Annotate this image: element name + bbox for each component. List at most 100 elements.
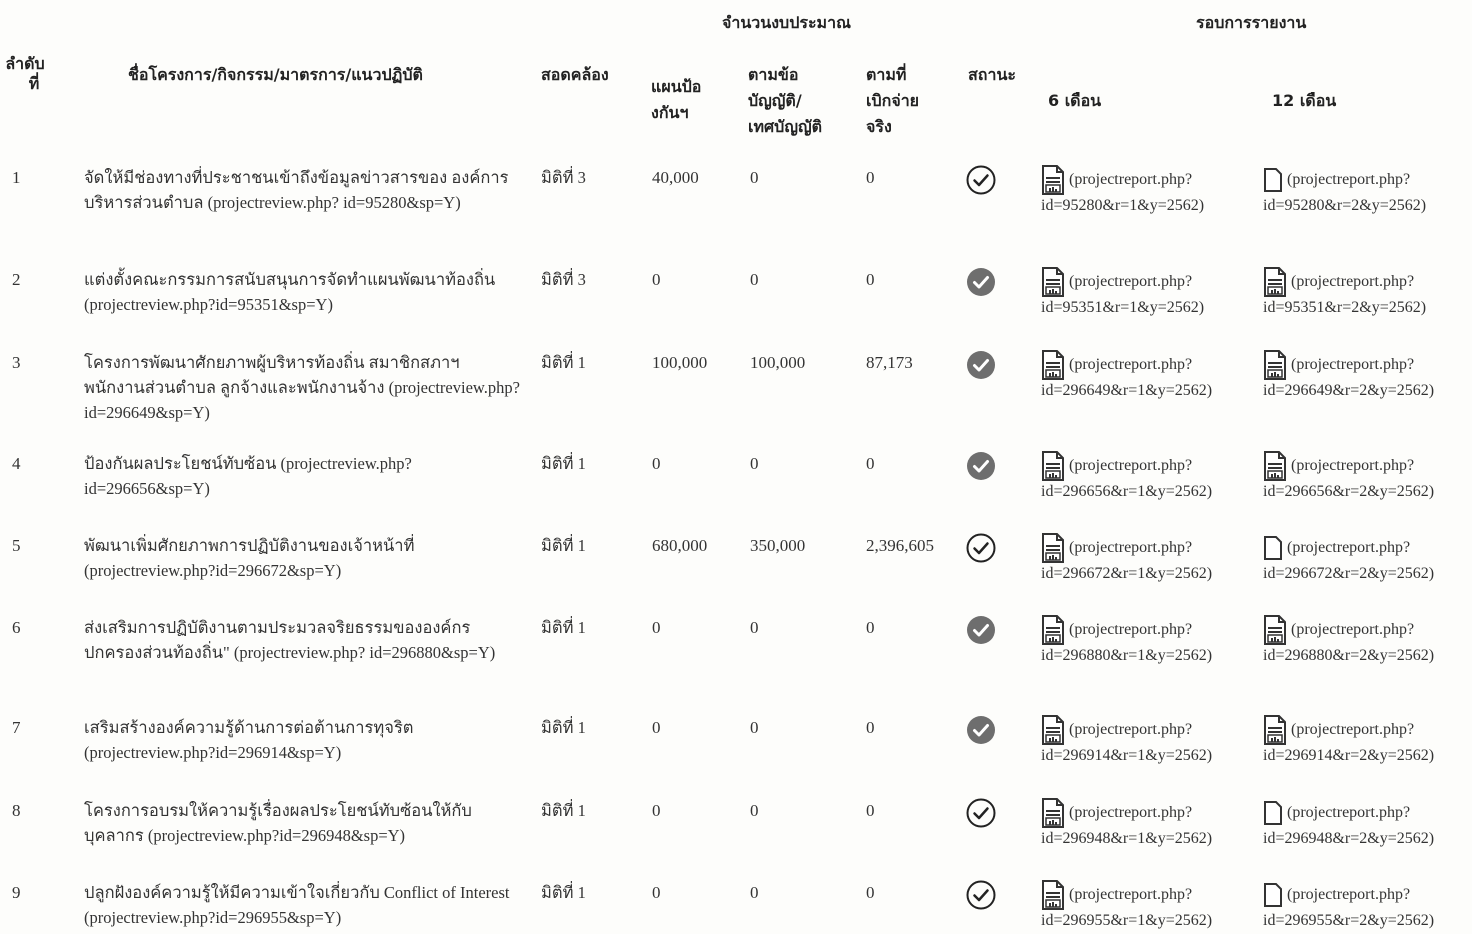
report-link-line2: id=296672&r=1&y=2562) bbox=[1041, 565, 1213, 583]
report-12m-link[interactable]: (projectreport.php? id=296955&r=2&y=2562) bbox=[1263, 880, 1434, 934]
row-number: 1 bbox=[12, 168, 21, 187]
report-12m-link[interactable]: (projectreport.php? id=95280&r=2&y=2562) bbox=[1263, 165, 1426, 219]
report-12m-link[interactable]: (projectreport.php? id=296880&r=2&y=2562) bbox=[1263, 615, 1434, 669]
report-link-line2: id=296649&r=1&y=2562) bbox=[1041, 382, 1213, 400]
project-name-link[interactable]: พัฒนาเพิ่มศักยภาพการปฏิบัติงานของเจ้าหน้… bbox=[84, 536, 415, 580]
dimension-cell: มิติที่ 1 bbox=[541, 353, 586, 372]
report-file-icon bbox=[1263, 715, 1287, 746]
report-link-line2: id=95351&r=1&y=2562) bbox=[1041, 299, 1205, 317]
report-6m-link[interactable]: (projectreport.php? id=296880&r=1&y=2562) bbox=[1041, 615, 1212, 669]
report-file-icon bbox=[1041, 615, 1065, 646]
report-link-line1: (projectreport.php? bbox=[1069, 621, 1193, 638]
report-link-line1: (projectreport.php? bbox=[1069, 886, 1193, 903]
report-6m-link[interactable]: (projectreport.php? id=296672&r=1&y=2562) bbox=[1041, 533, 1212, 587]
plan-budget-cell: 680,000 bbox=[652, 536, 708, 555]
project-name-link[interactable]: ปลูกฝังองค์ความรู้ให้มีความเข้าใจเกี่ยวก… bbox=[84, 883, 510, 927]
status-done-icon bbox=[966, 615, 996, 645]
project-name-link[interactable]: ส่งเสริมการปฏิบัติงานตามประมวลจริยธรรมขอ… bbox=[84, 618, 496, 662]
project-name-link[interactable]: จัดให้มีช่องทางที่ประชาชนเข้าถึงข้อมูลข่… bbox=[84, 168, 509, 212]
row-number: 4 bbox=[12, 454, 21, 473]
header-law-line2: บัญญัติ/ bbox=[748, 91, 802, 110]
report-6m-link[interactable]: (projectreport.php? id=296955&r=1&y=2562) bbox=[1041, 880, 1212, 934]
report-link-line2: id=296656&r=1&y=2562) bbox=[1041, 483, 1213, 501]
report-file-icon bbox=[1041, 350, 1065, 381]
header-actual-line3: จริง bbox=[866, 117, 892, 136]
status-done-icon bbox=[966, 715, 996, 745]
report-file-icon bbox=[1263, 267, 1287, 298]
report-link-line2: id=296955&r=1&y=2562) bbox=[1041, 912, 1213, 930]
header-plan-line2: งกันฯ bbox=[651, 103, 689, 122]
report-6m-link[interactable]: (projectreport.php? id=95351&r=1&y=2562) bbox=[1041, 267, 1204, 321]
dimension-cell: มิติที่ 1 bbox=[541, 883, 586, 902]
report-link-line2: id=95280&r=1&y=2562) bbox=[1041, 197, 1205, 215]
header-actual: ตามที่ เบิกจ่าย จริง bbox=[866, 62, 919, 140]
row-number: 6 bbox=[12, 618, 21, 637]
report-12m-link[interactable]: (projectreport.php? id=95351&r=2&y=2562) bbox=[1263, 267, 1426, 321]
report-link-line1: (projectreport.php? bbox=[1291, 273, 1415, 290]
report-link-line2: id=296656&r=2&y=2562) bbox=[1263, 483, 1435, 501]
actual-spend-cell: 0 bbox=[866, 801, 875, 820]
status-open-icon bbox=[966, 880, 996, 910]
report-link-line1: (projectreport.php? bbox=[1069, 457, 1193, 474]
actual-spend-cell: 2,396,605 bbox=[866, 536, 934, 555]
report-link-line1: (projectreport.php? bbox=[1069, 273, 1193, 290]
header-actual-line2: เบิกจ่าย bbox=[866, 91, 920, 110]
actual-spend-cell: 87,173 bbox=[866, 353, 913, 372]
report-12m-link[interactable]: (projectreport.php? id=296656&r=2&y=2562) bbox=[1263, 451, 1434, 505]
project-name-link[interactable]: ป้องกันผลประโยชน์ทับซ้อน (projectreview.… bbox=[84, 454, 412, 498]
header-law-line1: ตามข้อ bbox=[748, 65, 799, 84]
report-link-line1: (projectreport.php? bbox=[1291, 356, 1415, 373]
dimension-cell: มิติที่ 3 bbox=[541, 270, 586, 289]
report-6m-link[interactable]: (projectreport.php? id=296948&r=1&y=2562) bbox=[1041, 798, 1212, 852]
status-open-icon bbox=[966, 165, 996, 195]
report-file-icon bbox=[1263, 350, 1287, 381]
dimension-cell: มิติที่ 1 bbox=[541, 718, 586, 737]
dimension-cell: มิติที่ 1 bbox=[541, 454, 586, 473]
header-plan: แผนป้อ งกันฯ bbox=[651, 74, 701, 126]
report-file-icon bbox=[1041, 880, 1065, 911]
report-link-line1: (projectreport.php? bbox=[1069, 804, 1193, 821]
plan-budget-cell: 100,000 bbox=[652, 353, 708, 372]
report-file-icon bbox=[1041, 165, 1065, 196]
report-link-line1: (projectreport.php? bbox=[1287, 804, 1411, 821]
report-6m-link[interactable]: (projectreport.php? id=296914&r=1&y=2562) bbox=[1041, 715, 1212, 769]
actual-spend-cell: 0 bbox=[866, 618, 875, 637]
actual-spend-cell: 0 bbox=[866, 718, 875, 737]
report-file-icon bbox=[1263, 615, 1287, 646]
header-law: ตามข้อ บัญญัติ/ เทศบัญญัติ bbox=[748, 62, 822, 140]
row-number: 3 bbox=[12, 353, 21, 372]
empty-file-icon bbox=[1263, 167, 1283, 193]
report-6m-link[interactable]: (projectreport.php? id=95280&r=1&y=2562) bbox=[1041, 165, 1204, 219]
report-12m-link[interactable]: (projectreport.php? id=296914&r=2&y=2562) bbox=[1263, 715, 1434, 769]
header-6m: 6 เดือน bbox=[1048, 91, 1102, 110]
project-name-link[interactable]: โครงการอบรมให้ความรู้เรื่องผลประโยชน์ทับ… bbox=[84, 801, 472, 845]
actual-spend-cell: 0 bbox=[866, 168, 875, 187]
header-actual-line1: ตามที่ bbox=[866, 65, 907, 84]
report-file-icon bbox=[1263, 451, 1287, 482]
plan-budget-cell: 0 bbox=[652, 454, 661, 473]
header-no-line1: ลำดับ bbox=[5, 54, 45, 73]
report-link-line2: id=296948&r=2&y=2562) bbox=[1263, 830, 1435, 847]
report-link-line2: id=296880&r=2&y=2562) bbox=[1263, 647, 1435, 665]
law-budget-cell: 0 bbox=[750, 618, 759, 637]
report-12m-link[interactable]: (projectreport.php? id=296672&r=2&y=2562) bbox=[1263, 533, 1434, 587]
law-budget-cell: 0 bbox=[750, 270, 759, 289]
dimension-cell: มิติที่ 1 bbox=[541, 801, 586, 820]
report-link-line2: id=95351&r=2&y=2562) bbox=[1263, 299, 1427, 317]
report-link-line2: id=296948&r=1&y=2562) bbox=[1041, 830, 1213, 848]
law-budget-cell: 0 bbox=[750, 883, 759, 902]
report-12m-link[interactable]: (projectreport.php? id=296948&r=2&y=2562) bbox=[1263, 798, 1434, 852]
project-name-link[interactable]: โครงการพัฒนาศักยภาพผู้บริหารท้องถิ่น สมา… bbox=[84, 353, 520, 422]
empty-file-icon bbox=[1263, 800, 1283, 826]
report-6m-link[interactable]: (projectreport.php? id=296649&r=1&y=2562) bbox=[1041, 350, 1212, 404]
report-6m-link[interactable]: (projectreport.php? id=296656&r=1&y=2562) bbox=[1041, 451, 1212, 505]
report-link-line1: (projectreport.php? bbox=[1291, 457, 1415, 474]
header-consistent: สอดคล้อง bbox=[541, 65, 609, 84]
project-name-link[interactable]: แต่งตั้งคณะกรรมการสนับสนุนการจัดทำแผนพัฒ… bbox=[84, 270, 496, 314]
report-link-line1: (projectreport.php? bbox=[1287, 539, 1411, 556]
report-12m-link[interactable]: (projectreport.php? id=296649&r=2&y=2562) bbox=[1263, 350, 1434, 404]
project-name-link[interactable]: เสริมสร้างองค์ความรู้ด้านการต่อต้านการทุ… bbox=[84, 718, 414, 762]
law-budget-cell: 100,000 bbox=[750, 353, 806, 372]
law-budget-cell: 0 bbox=[750, 454, 759, 473]
